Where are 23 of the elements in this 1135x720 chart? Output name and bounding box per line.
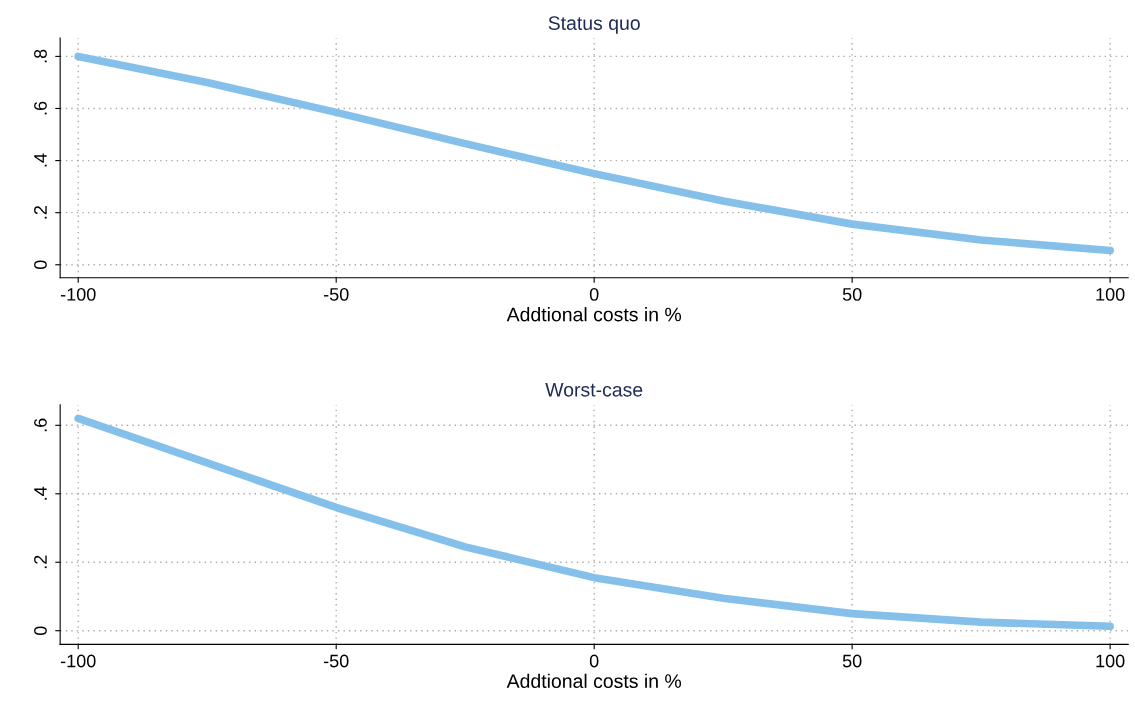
- x-tick-label: 0: [589, 287, 599, 301]
- y-tick-label: .2: [34, 206, 47, 219]
- x-tick-label: -50: [323, 654, 349, 668]
- x-tick-label: 50: [842, 287, 862, 301]
- chart-title: Worst-case: [545, 383, 643, 397]
- x-tick-label: 50: [842, 654, 862, 668]
- x-tick-label: 100: [1096, 287, 1125, 301]
- y-tick-label: .4: [34, 486, 47, 500]
- y-tick-label: 0: [34, 626, 47, 636]
- y-tick-label: .6: [34, 101, 47, 115]
- x-axis-title: Addtional costs in %: [506, 673, 682, 689]
- y-tick-label: .2: [34, 555, 47, 569]
- x-tick-label: -50: [323, 287, 349, 301]
- x-tick-label: -100: [60, 287, 96, 301]
- x-tick-label: 100: [1096, 654, 1125, 668]
- x-tick-label: -100: [60, 654, 96, 668]
- y-tick-label: .6: [34, 418, 47, 432]
- x-axis-title: Addtional costs in %: [506, 307, 682, 322]
- y-tick-label: 0: [34, 260, 47, 270]
- y-tick-label: .4: [34, 153, 47, 167]
- y-tick-label: .8: [34, 49, 47, 63]
- x-tick-label: 0: [589, 654, 599, 668]
- chart-title: Status quo: [548, 16, 640, 34]
